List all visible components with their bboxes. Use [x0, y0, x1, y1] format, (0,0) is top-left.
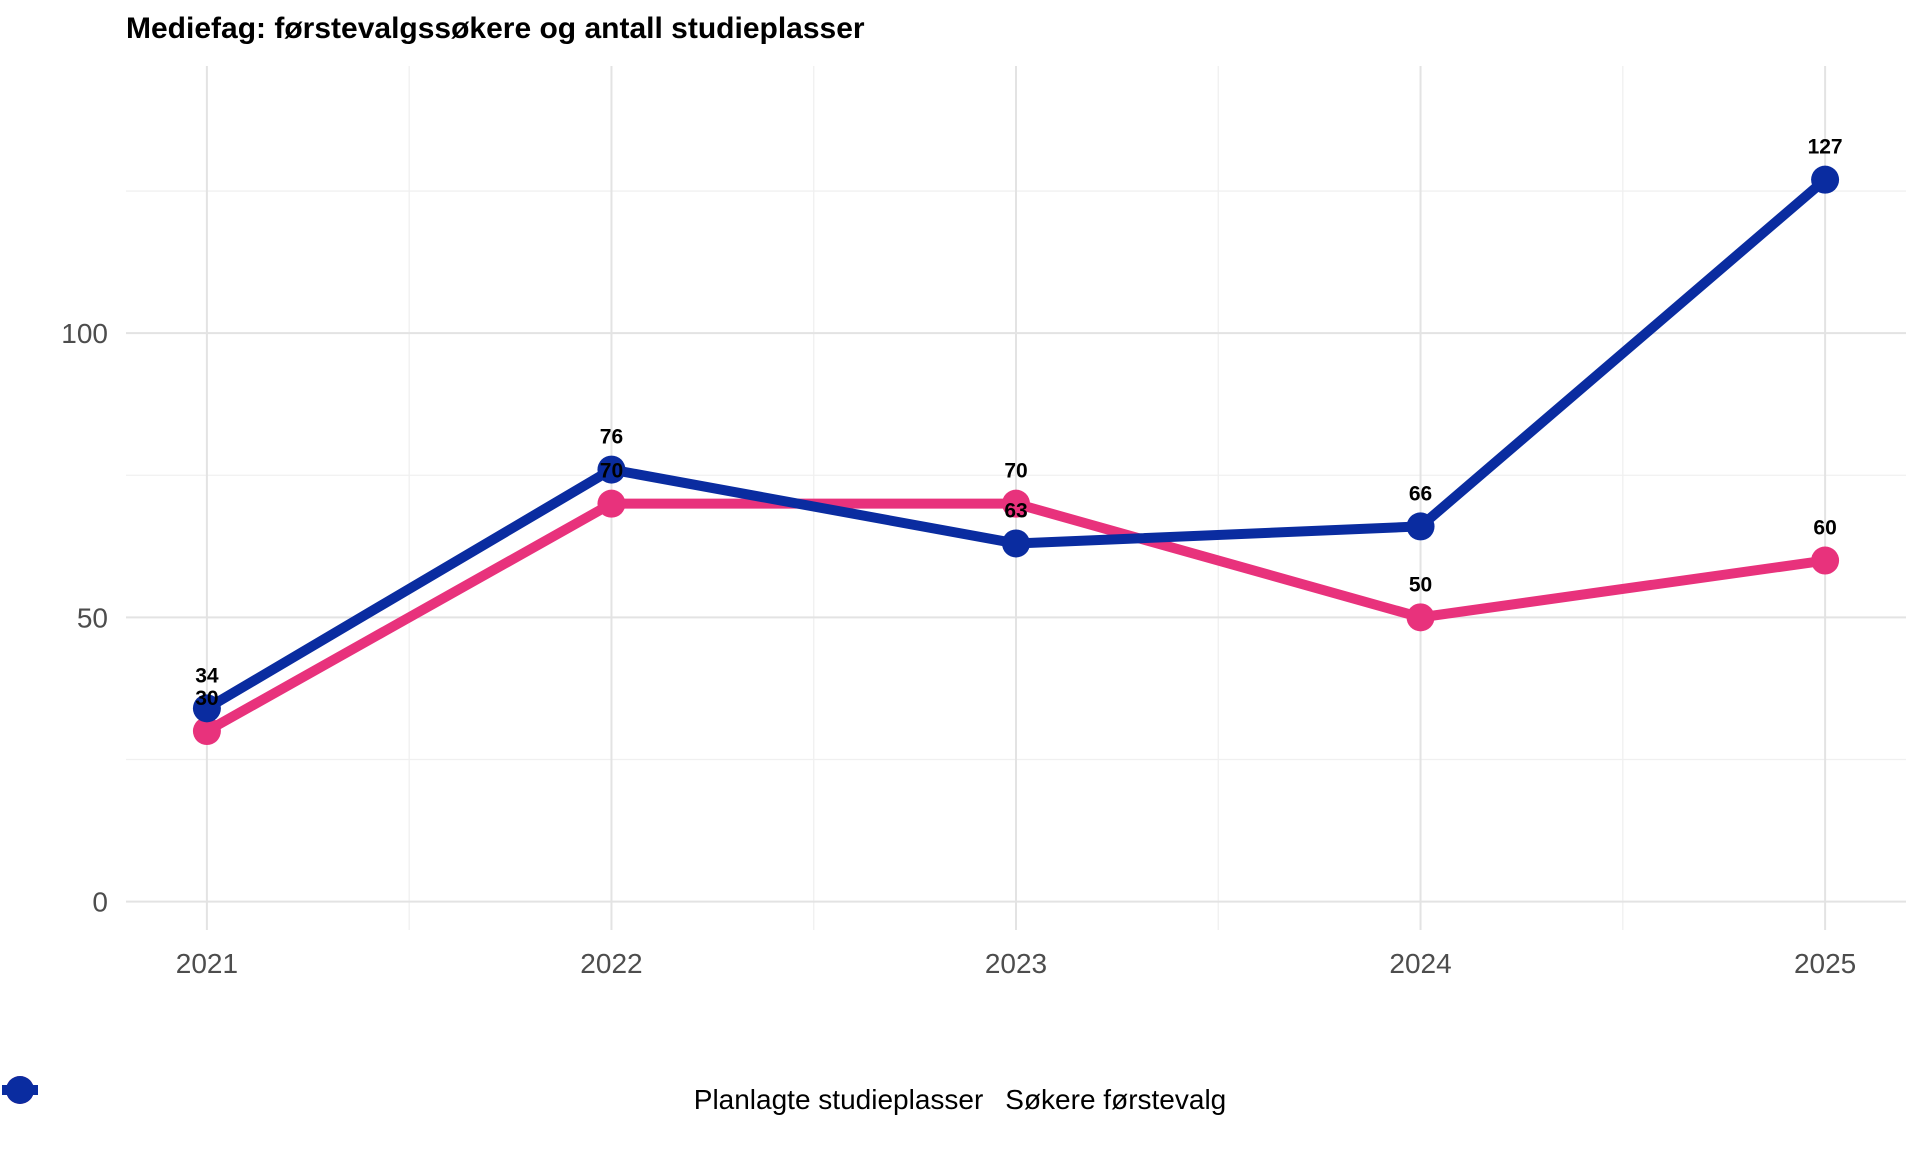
x-tick-label: 2022: [580, 948, 642, 979]
data-label: 50: [1409, 573, 1432, 596]
data-label: 127: [1808, 136, 1843, 159]
chart-title: Mediefag: førstevalgssøkere og antall st…: [126, 12, 865, 45]
data-label: 66: [1409, 482, 1432, 505]
y-tick-label: 100: [61, 318, 108, 349]
data-labels: 30 70 70 50 60 34 76 63 66 127: [195, 136, 1842, 710]
data-label: 70: [600, 460, 623, 483]
data-point: [1811, 165, 1840, 194]
x-tick-label: 2025: [1794, 948, 1856, 979]
data-point: [597, 489, 626, 518]
data-point: [192, 694, 221, 723]
y-tick-label: 50: [77, 602, 108, 633]
data-label: 70: [1004, 460, 1027, 483]
data-label: 60: [1813, 517, 1836, 540]
data-label: 34: [195, 664, 219, 687]
x-tick-label: 2021: [176, 948, 238, 979]
legend-label: Planlagte studieplasser: [693, 1084, 984, 1115]
x-tick-label: 2024: [1389, 948, 1451, 979]
data-point: [1002, 529, 1030, 558]
data-point: [1002, 489, 1030, 518]
series-points: [192, 165, 1840, 746]
data-point: [1811, 546, 1840, 575]
data-point: [192, 717, 221, 746]
x-axis-tick-labels: 2021 2022 2023 2024 2025: [176, 948, 1856, 979]
y-axis-tick-labels: 0 50 100: [61, 318, 108, 917]
data-label: 76: [600, 426, 623, 449]
legend-item-planlagte: Planlagte studieplasser: [2, 1076, 984, 1116]
legend-label: Søkere førstevalg: [1005, 1084, 1227, 1115]
legend-key-blue-circle-icon: [2, 1076, 38, 1104]
y-tick-label: 0: [92, 887, 108, 918]
data-point: [597, 455, 626, 484]
data-point: [1406, 512, 1435, 541]
data-label: 63: [1004, 499, 1027, 522]
data-point: [1406, 603, 1435, 632]
data-label: 30: [195, 687, 218, 710]
legend-key-point: [6, 1076, 34, 1104]
legend: Planlagte studieplasser Søkere førsteval…: [0, 1075, 1920, 1125]
legend-item-sokere: Søkere førstevalg: [2, 1076, 1227, 1116]
x-tick-label: 2023: [985, 948, 1047, 979]
major-gridlines: [126, 66, 1906, 930]
